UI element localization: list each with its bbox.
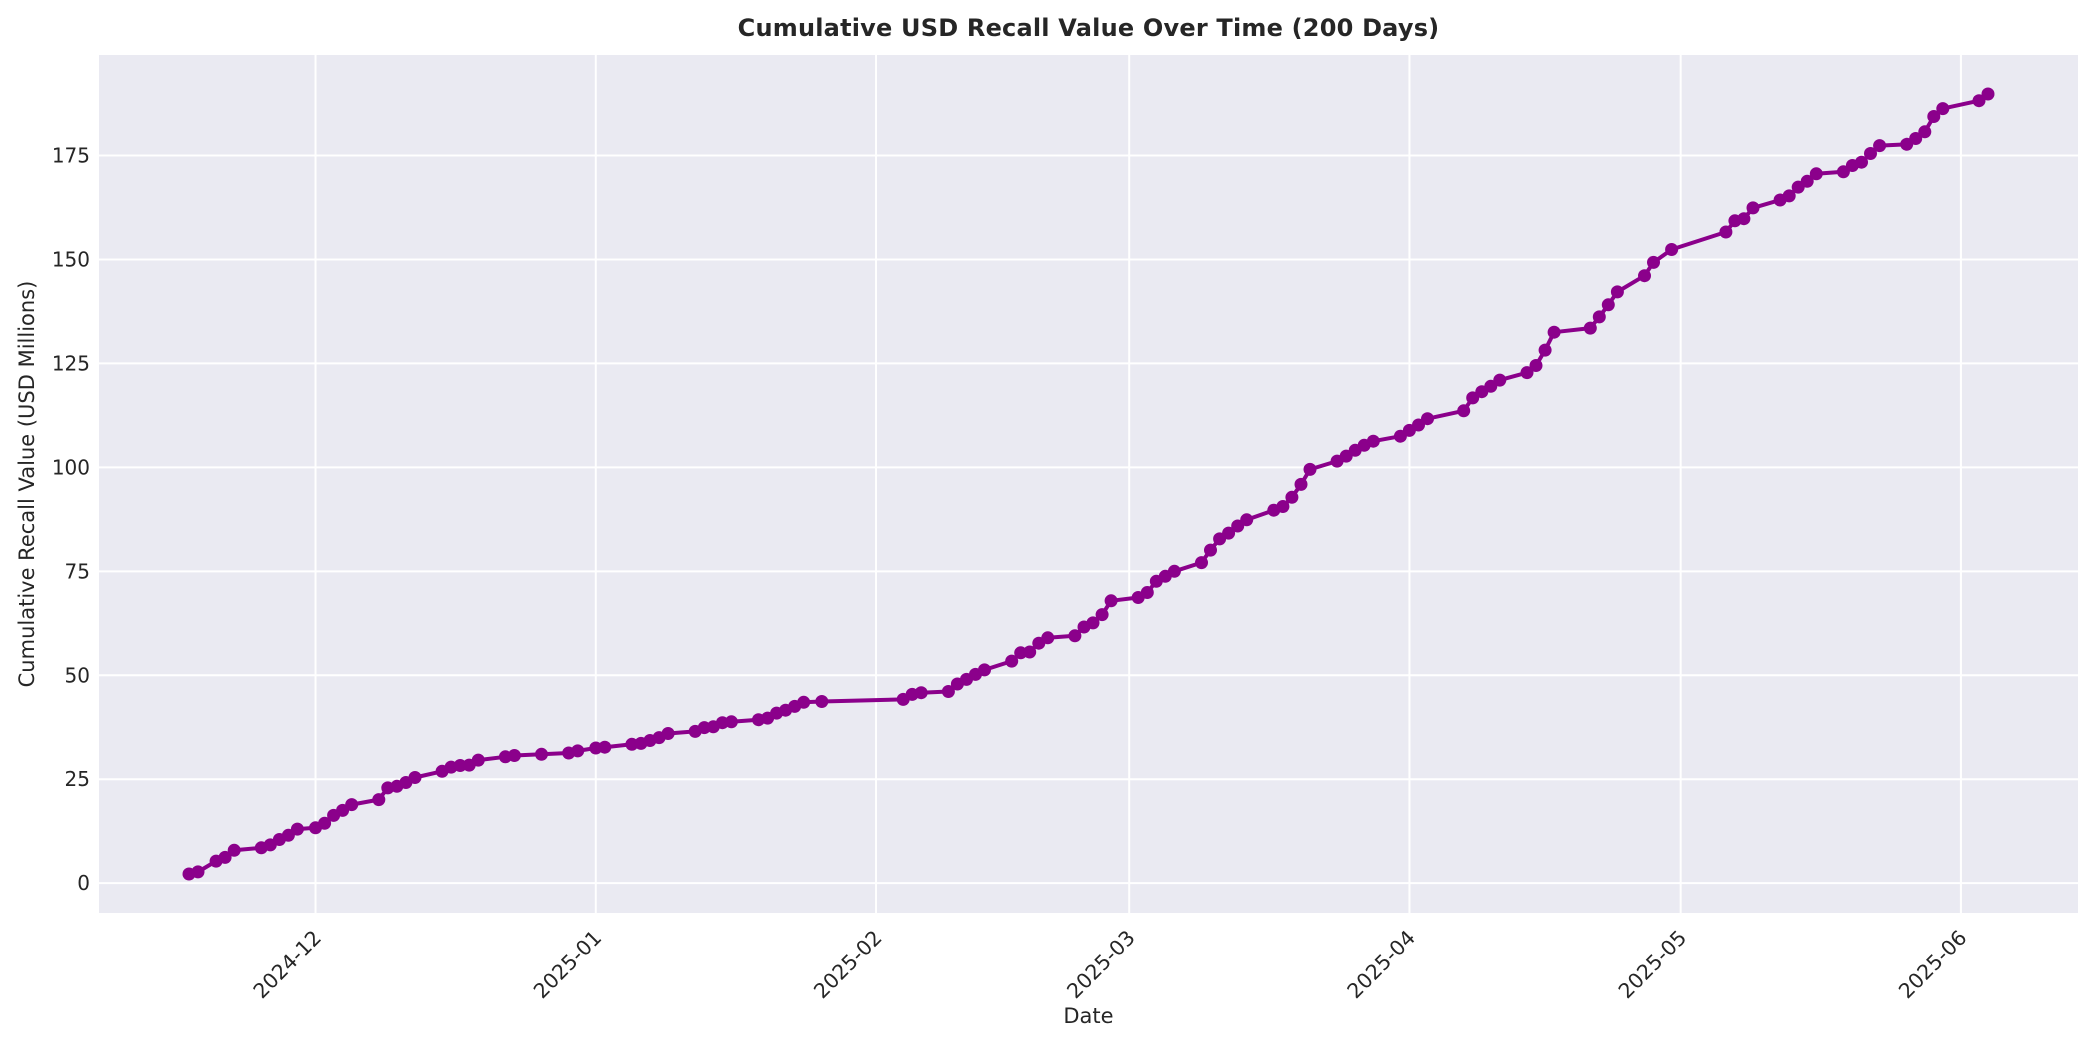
series-marker [978, 663, 991, 677]
series-marker [1809, 167, 1823, 181]
x-tick-label: 2025-01 [529, 926, 607, 1004]
series-marker [1041, 631, 1055, 645]
y-tick-label: 100 [52, 455, 90, 479]
y-tick-label: 25 [65, 767, 90, 791]
series-marker [1873, 139, 1887, 153]
x-tick-label: 2025-06 [1894, 926, 1972, 1004]
series-marker [1638, 269, 1651, 283]
series-marker [290, 822, 304, 836]
series-marker [318, 816, 332, 830]
series-marker [1095, 608, 1109, 622]
series-marker [571, 744, 585, 758]
series-marker [535, 747, 548, 761]
series-marker [1023, 645, 1037, 659]
series-marker [1583, 321, 1597, 335]
series-marker [1610, 285, 1624, 299]
series-marker [1800, 174, 1814, 188]
series-marker [941, 685, 955, 698]
series-marker [1918, 125, 1932, 139]
x-tick-label: 2025-03 [1062, 926, 1140, 1004]
series-marker [1909, 132, 1923, 145]
y-tick-label: 125 [52, 351, 90, 375]
series-marker [1855, 155, 1868, 169]
series-marker [218, 850, 232, 864]
series-marker [661, 727, 675, 740]
x-tick-label: 2025-05 [1614, 926, 1692, 1004]
x-tick-label: 2025-02 [809, 926, 887, 1004]
x-tick-label: 2024-12 [249, 926, 327, 1004]
plot-background [99, 55, 2078, 913]
series-marker [1421, 412, 1434, 426]
series-marker [815, 695, 829, 708]
series-marker [1547, 325, 1561, 339]
series-marker [1412, 418, 1425, 432]
y-tick-label: 150 [52, 247, 90, 271]
series-marker [1466, 391, 1480, 405]
series-marker [1068, 629, 1082, 643]
series-marker [1972, 94, 1986, 108]
series-marker [1222, 526, 1236, 540]
series-marker [1520, 366, 1534, 380]
series-marker [1195, 556, 1208, 570]
series-marker [1086, 616, 1100, 630]
series-marker [227, 843, 241, 857]
series-marker [1167, 564, 1181, 578]
series-marker [1140, 586, 1154, 599]
series-marker [1303, 462, 1317, 476]
x-axis-label: Date [1063, 1004, 1114, 1028]
series-marker [1240, 513, 1254, 527]
y-tick-label: 75 [65, 559, 90, 583]
series-marker [1294, 477, 1308, 491]
series-marker [471, 753, 485, 767]
chart-title: Cumulative USD Recall Value Over Time (2… [737, 14, 1440, 42]
series-marker [1719, 225, 1733, 239]
series-marker [1204, 543, 1217, 557]
y-tick-label: 0 [77, 871, 90, 895]
series-marker [1927, 110, 1941, 123]
series-marker [1737, 212, 1751, 226]
series-marker [1782, 189, 1796, 203]
series-marker [372, 793, 386, 807]
series-marker [1665, 243, 1679, 256]
series-marker [1493, 373, 1507, 387]
series-marker [1601, 298, 1615, 312]
series-marker [191, 865, 205, 879]
series-marker [1285, 490, 1299, 504]
series-marker [1529, 359, 1543, 372]
series-marker [408, 771, 422, 784]
series-marker [1864, 147, 1877, 160]
series-marker [1981, 87, 1995, 101]
y-tick-label: 175 [52, 144, 90, 168]
series-marker [345, 798, 359, 812]
series-marker [724, 715, 738, 729]
y-tick-label: 50 [65, 663, 90, 687]
series-marker [1592, 310, 1606, 324]
series-marker [507, 749, 521, 762]
y-axis-label: Cumulative Recall Value (USD Millions) [15, 280, 39, 688]
series-marker [1538, 343, 1552, 357]
series-marker [1936, 102, 1950, 116]
series-marker [1457, 404, 1471, 418]
x-tick-label: 2025-04 [1342, 926, 1420, 1004]
series-marker [1366, 434, 1380, 448]
series-marker [1746, 201, 1760, 215]
series-marker [914, 686, 928, 700]
series-marker [598, 740, 612, 754]
series-marker [1836, 165, 1850, 179]
series-marker [1104, 594, 1118, 608]
series-marker [797, 695, 811, 709]
series-marker [1005, 654, 1019, 668]
series-marker [1647, 255, 1660, 269]
series-marker [1276, 500, 1290, 513]
